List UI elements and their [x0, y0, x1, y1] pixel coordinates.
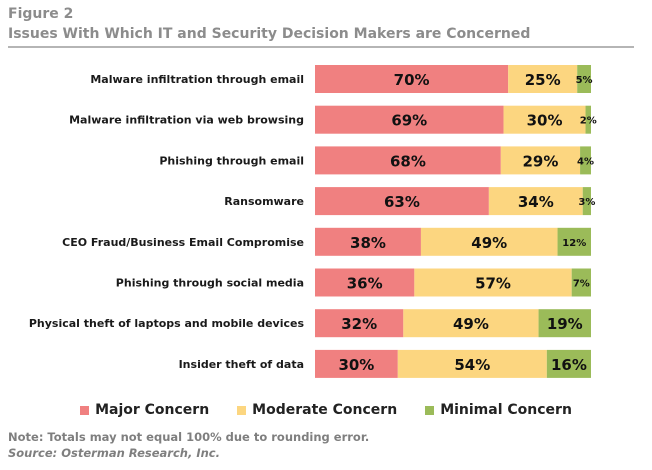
category-label: Physical theft of laptops and mobile dev… [29, 317, 305, 330]
footnote: Note: Totals may not equal 100% due to r… [8, 430, 370, 444]
legend-item-major: Major Concern [80, 402, 209, 418]
data-label: 5% [576, 75, 593, 86]
category-label: Ransomware [224, 195, 304, 208]
category-label: Malware infiltration via web browsing [69, 114, 304, 127]
data-label: 54% [454, 356, 490, 374]
source-line: Source: Osterman Research, Inc. [8, 446, 220, 460]
bar-segment-moderate [420, 227, 558, 256]
data-label: 3% [578, 197, 595, 208]
bar-segment-minimal [571, 268, 591, 297]
bar-segment-major [315, 227, 421, 256]
data-label: 30% [338, 356, 374, 374]
legend-item-moderate: Moderate Concern [237, 402, 397, 418]
data-label: 4% [577, 156, 594, 167]
bar-segment-moderate [488, 187, 583, 216]
category-label: CEO Fraud/Business Email Compromise [62, 236, 304, 249]
legend-label-major: Major Concern [95, 402, 210, 418]
bar-segment-major [315, 309, 404, 338]
bar-segment-major [315, 105, 504, 134]
data-label: 70% [394, 71, 430, 89]
figure-label: Figure 2 [8, 6, 74, 22]
data-label: 32% [341, 315, 377, 333]
bar-segment-moderate [403, 309, 539, 338]
bar-segment-moderate [397, 349, 547, 378]
legend-label-minimal: Minimal Concern [440, 402, 572, 418]
data-label: 57% [475, 275, 511, 293]
bar-segment-minimal [580, 146, 591, 175]
category-label: Insider theft of data [179, 358, 304, 371]
data-label: 49% [453, 315, 489, 333]
bar-segment-moderate [503, 105, 586, 134]
data-label: 34% [518, 193, 554, 211]
figure-title: Issues With Which IT and Security Decisi… [8, 26, 531, 42]
bar-segment-major [315, 65, 509, 93]
data-label: 69% [391, 112, 427, 130]
legend-label-moderate: Moderate Concern [252, 402, 398, 418]
bar-segment-major [315, 349, 398, 378]
data-label: 7% [573, 279, 590, 290]
data-label: 16% [551, 356, 587, 374]
data-label: 2% [580, 116, 597, 127]
category-label: Malware infiltration through email [90, 73, 304, 86]
data-label: 19% [547, 315, 583, 333]
bar-segment-moderate [508, 65, 578, 93]
bar-segment-major [315, 146, 501, 175]
bar-segment-minimal [585, 105, 591, 134]
data-label: 49% [471, 234, 507, 252]
data-label: 63% [384, 193, 420, 211]
legend-swatch-minimal [425, 405, 435, 415]
legend-item-minimal: Minimal Concern [425, 402, 572, 418]
bar-segment-moderate [500, 146, 581, 175]
data-label: 30% [527, 112, 563, 130]
chart-legend: Major Concern Moderate Concern Minimal C… [0, 402, 652, 418]
data-label: 68% [390, 152, 426, 170]
bar-segment-minimal [577, 65, 591, 93]
bar-segment-major [315, 268, 415, 297]
title-rule [8, 46, 634, 48]
legend-swatch-moderate [237, 405, 247, 415]
bar-segment-minimal [538, 309, 591, 338]
bar-segment-moderate [414, 268, 572, 297]
data-label: 25% [525, 71, 561, 89]
legend-swatch-major [80, 405, 90, 415]
category-label: Phishing through social media [116, 277, 304, 290]
data-label: 12% [562, 238, 586, 249]
bar-segment-minimal [557, 227, 591, 256]
stacked-bar-chart: Malware infiltration through email 70% 25%… [29, 65, 597, 378]
data-label: 36% [347, 275, 383, 293]
category-label: Phishing through email [159, 154, 304, 167]
data-label: 38% [350, 234, 386, 252]
bar-segment-minimal [546, 349, 591, 378]
bar-segment-major [315, 187, 489, 216]
data-label: 29% [522, 152, 558, 170]
bar-segment-minimal [582, 187, 591, 216]
